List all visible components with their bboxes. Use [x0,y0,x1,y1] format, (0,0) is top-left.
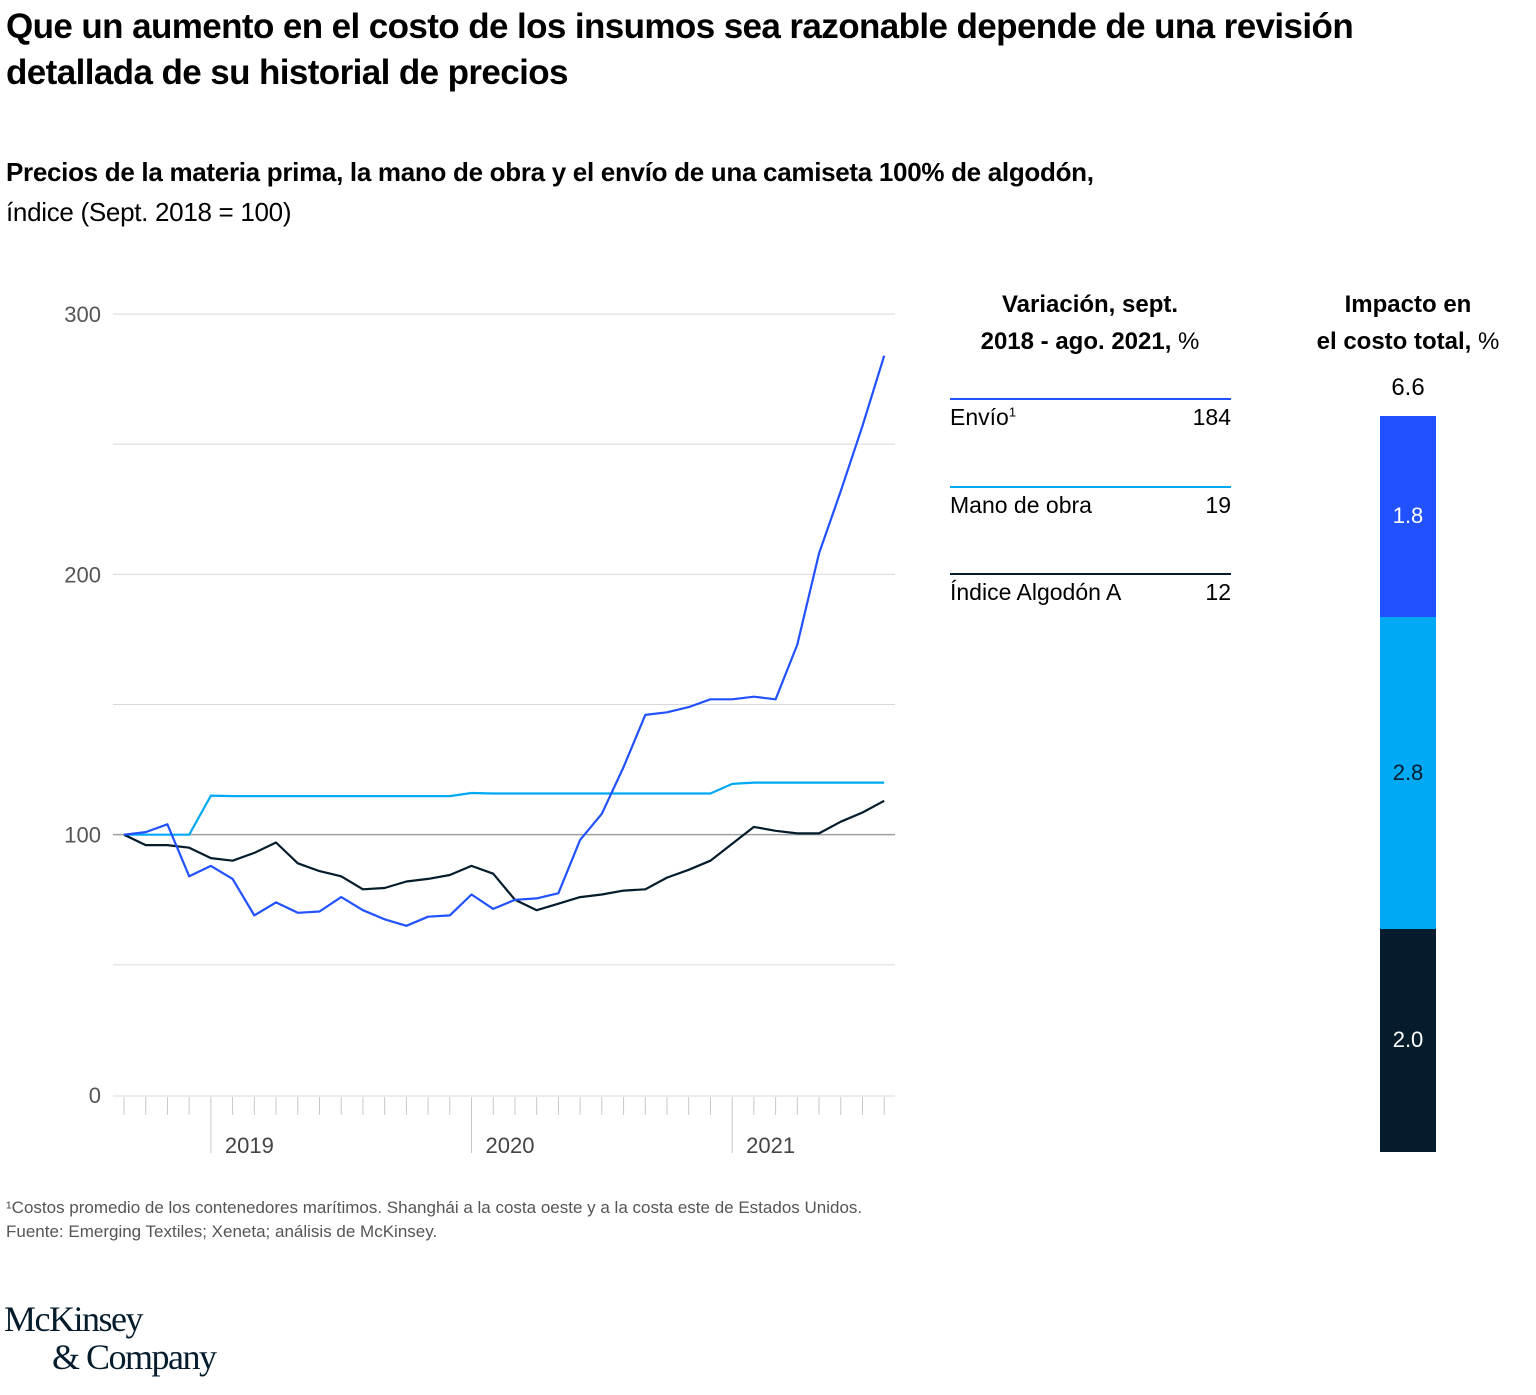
y-tick-label: 300 [64,302,101,327]
stack-segment-mano-de-obra: 2.8 [1380,616,1436,929]
footnote-1: ¹Costos promedio de los contenedores mar… [6,1198,863,1217]
variation-header: Variación, sept. 2018 - ago. 2021, % [940,286,1240,360]
impact-total-label: 6.6 [1391,374,1425,401]
y-axis-ticks: 0 100 200 300 [64,302,101,1108]
y-tick-label: 100 [64,823,101,848]
stack-segment-envio: 1.8 [1380,416,1436,617]
variation-value: 184 [1192,404,1231,430]
footnote-marker: 1 [1008,404,1017,420]
variation-label: Envío1 [950,404,1017,430]
series-line-mano-de-obra [124,781,885,836]
mckinsey-logo: McKinsey & Company [4,1299,217,1377]
chart-title: Que un aumento en el costo de los insumo… [6,7,1354,92]
logo-line2: & Company [52,1337,217,1377]
stack-segment-algodon: 2.0 [1380,928,1436,1152]
y-tick-label: 0 [89,1083,101,1108]
chart-subtitle: Precios de la materia prima, la mano de … [6,152,1506,232]
impact-header-line2: el costo total, [1316,328,1472,355]
series-lines [123,355,886,927]
impact-header: Impacto en el costo total, % [1290,286,1526,360]
logo-line1: McKinsey [4,1299,143,1339]
impact-stacked-bar: 1.8 2.8 2.0 [1380,416,1436,1152]
variation-row-envio: Envío1 184 [950,398,1231,438]
variation-row-mano-de-obra: Mano de obra 19 [950,486,1231,526]
variation-row-algodon: Índice Algodón A 12 [950,573,1231,613]
series-line-algodon [123,799,885,912]
source-note: Fuente: Emerging Textiles; Xeneta; análi… [6,1222,438,1241]
y-tick-label: 200 [64,562,101,587]
stack-segment-label: 2.0 [1392,1027,1424,1053]
stack-segment-label: 1.8 [1392,503,1424,529]
subtitle-unit: índice (Sept. 2018 = 100) [6,197,292,227]
variation-header-unit: % [1171,328,1200,355]
variation-value: 19 [1205,492,1231,518]
gridlines [113,313,895,966]
line-chart: 0 100 200 300 2019 2020 2021 [64,302,895,1158]
footnotes: ¹Costos promedio de los contenedores mar… [6,1196,862,1244]
variation-label: Índice Algodón A [950,579,1122,605]
variation-value: 12 [1205,579,1231,605]
variation-header-line1: Variación, sept. [1001,291,1179,318]
legend-swatch-algodon [950,573,1231,575]
x-axis: 2019 2020 2021 [113,1095,895,1158]
variation-header-line2: 2018 - ago. 2021, [980,328,1172,355]
x-year-label: 2019 [225,1133,274,1158]
legend-swatch-mano-de-obra [950,486,1231,488]
subtitle-bold: Precios de la materia prima, la mano de … [6,157,1094,187]
variation-label: Mano de obra [950,492,1092,518]
stack-segment-label: 2.8 [1392,759,1424,785]
x-year-label: 2020 [486,1133,535,1158]
impact-header-line1: Impacto en [1344,291,1472,318]
series-line-envio [123,355,886,927]
impact-header-unit: % [1471,328,1500,355]
legend-swatch-envio [950,398,1231,400]
x-year-label: 2021 [746,1133,795,1158]
